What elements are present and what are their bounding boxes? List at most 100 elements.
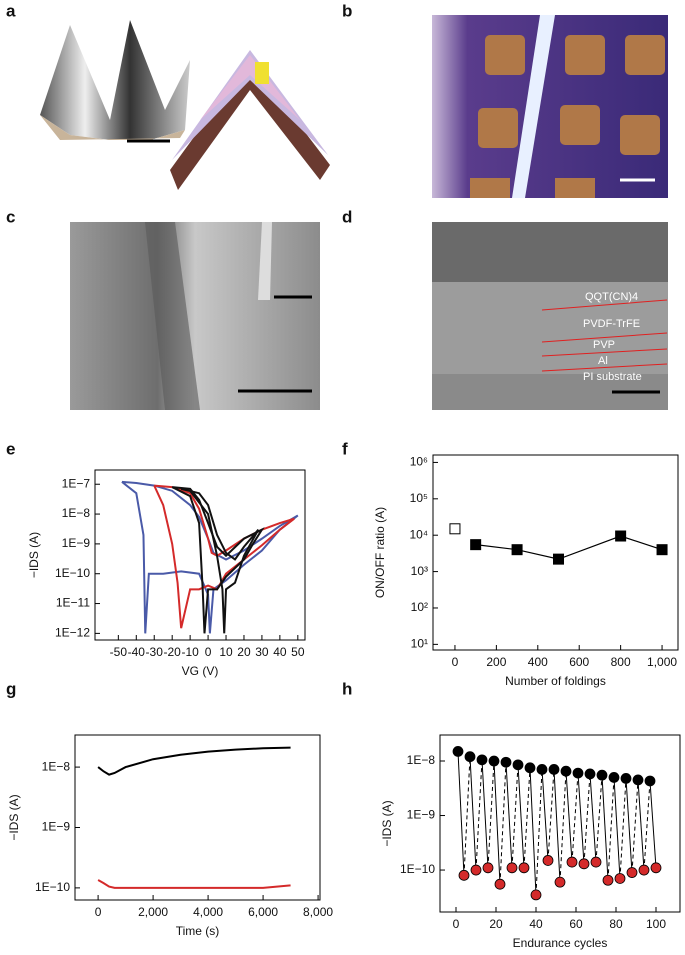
y-tick-label: 1E−10 — [35, 880, 70, 894]
connector — [535, 769, 543, 895]
y-axis-label: −IDS (A) — [380, 800, 394, 846]
marker — [578, 858, 590, 870]
connector — [559, 771, 567, 883]
marker — [518, 862, 530, 874]
connector — [523, 767, 531, 868]
connector — [649, 780, 657, 868]
marker — [449, 523, 461, 535]
x-axis-label: Time (s) — [176, 924, 220, 938]
marker — [602, 874, 614, 886]
series-line — [475, 535, 663, 560]
y-tick-label: 10⁴ — [409, 527, 428, 541]
connector — [601, 775, 609, 881]
connector — [565, 771, 573, 863]
marker — [506, 862, 518, 874]
marker — [548, 764, 560, 775]
y-tick-label: 1E−8 — [407, 753, 436, 767]
marker — [608, 772, 620, 783]
connector — [457, 751, 465, 876]
connector — [493, 760, 501, 885]
x-tick-label: 0 — [453, 917, 460, 931]
connector — [469, 756, 477, 871]
x-tick-label: 50 — [291, 645, 305, 659]
marker — [632, 774, 644, 786]
series-line — [97, 879, 291, 889]
marker — [482, 862, 494, 874]
connector — [505, 762, 513, 868]
x-tick-label: 400 — [528, 655, 548, 669]
marker — [596, 769, 608, 781]
x-tick-label: 4,000 — [193, 905, 223, 919]
connector — [463, 756, 471, 876]
x-tick-label: 40 — [273, 645, 287, 659]
x-axis-label: Number of foldings — [505, 674, 606, 688]
device-schematic — [170, 50, 330, 190]
x-tick-label: -30 — [146, 645, 164, 659]
x-axis-label: VG (V) — [182, 664, 219, 678]
connector — [529, 767, 537, 895]
sem-cross-section — [432, 222, 668, 410]
x-tick-label: 20 — [489, 917, 503, 931]
connector — [613, 777, 621, 879]
marker — [524, 762, 536, 774]
y-tick-label: 10¹ — [411, 637, 428, 651]
x-tick-label: 10 — [219, 645, 233, 659]
marker — [512, 759, 524, 771]
marker — [615, 530, 627, 542]
layer-label: QQT(CN)4 — [585, 291, 638, 303]
connector — [643, 780, 651, 871]
marker — [542, 855, 554, 866]
panel-label: d — [342, 207, 352, 226]
connector — [541, 769, 549, 861]
marker — [572, 767, 584, 779]
x-tick-label: 60 — [569, 917, 583, 931]
marker — [464, 751, 476, 763]
y-tick-label: 1E−10 — [55, 566, 90, 580]
plot-frame — [74, 734, 321, 901]
photo-array — [432, 15, 668, 198]
x-tick-label: 8,000 — [303, 905, 333, 919]
panel-label: e — [6, 439, 15, 458]
marker — [626, 867, 638, 878]
layer-label: PVDF-TrFE — [583, 318, 640, 330]
marker — [494, 878, 506, 890]
marker — [650, 862, 662, 874]
x-tick-label: 100 — [646, 917, 666, 931]
plot-frame — [432, 454, 679, 651]
y-tick-label: 1E−10 — [400, 862, 435, 876]
marker — [614, 873, 626, 884]
x-tick-label: 0 — [205, 645, 212, 659]
y-tick-label: 10³ — [411, 564, 428, 578]
marker — [452, 746, 464, 757]
marker — [458, 869, 470, 881]
y-tick-label: 1E−9 — [42, 820, 71, 834]
x-tick-label: 80 — [609, 917, 623, 931]
connector — [625, 778, 633, 873]
marker — [644, 775, 656, 787]
marker — [553, 553, 565, 565]
panel-label: a — [6, 1, 16, 20]
marker — [488, 755, 500, 767]
series-line — [97, 746, 291, 776]
marker — [584, 768, 596, 780]
connector — [499, 762, 507, 885]
y-tick-label: 1E−8 — [62, 506, 91, 520]
marker — [638, 864, 650, 876]
x-tick-label: 2,000 — [138, 905, 168, 919]
photo-foil — [40, 20, 190, 143]
panel-label: h — [342, 679, 352, 698]
y-axis-label: ON/OFF ratio (A) — [373, 507, 387, 598]
connector — [589, 773, 597, 863]
panel-label: g — [6, 679, 16, 698]
sem-fold — [70, 222, 320, 410]
x-tick-label: -40 — [128, 645, 146, 659]
x-tick-label: -50 — [110, 645, 128, 659]
x-tick-label: 20 — [237, 645, 251, 659]
x-tick-label: 40 — [529, 917, 543, 931]
connector — [637, 779, 645, 871]
connector — [481, 759, 489, 868]
x-tick-label: -20 — [164, 645, 182, 659]
x-tick-label: 0 — [95, 905, 102, 919]
marker — [590, 856, 602, 868]
